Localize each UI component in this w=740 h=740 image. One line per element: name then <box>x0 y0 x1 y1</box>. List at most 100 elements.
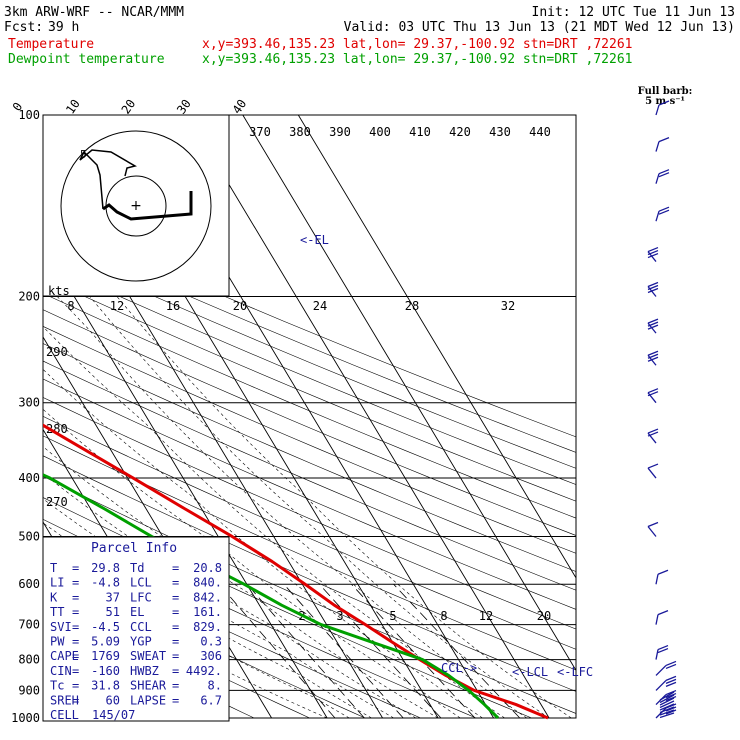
moist-adiabat <box>57 296 528 719</box>
hodograph-trace-upper <box>79 149 137 210</box>
wind-barb-surface <box>659 697 675 706</box>
wind-barb-staff <box>655 141 660 152</box>
dewpoint-legend: Dewpoint temperature <box>8 52 165 67</box>
moist-adiabat <box>43 545 350 719</box>
isotherm-line <box>186 115 550 719</box>
wind-barb-flag <box>647 318 659 324</box>
wind-barb <box>647 428 659 444</box>
parcel-info-title: Parcel Info <box>91 541 177 556</box>
isotherm-label: 10 <box>63 97 83 117</box>
dry-adiabat <box>43 216 576 438</box>
wind-barb-staff <box>655 649 659 660</box>
dry-adiabat <box>43 261 576 485</box>
barb-legend-line2: 5 m s⁻¹ <box>645 96 685 107</box>
dry-adiabat <box>43 326 576 554</box>
dry-adiabat <box>43 360 576 591</box>
dry-adiabat <box>43 231 576 453</box>
isotherm-label: 20 <box>119 97 139 117</box>
temperature-legend: Temperature <box>8 37 94 52</box>
parcel-param-label: LFC <box>130 590 152 604</box>
parcel-param-value: 0.3 <box>200 635 222 649</box>
pressure-tick-label: 400 <box>18 471 40 485</box>
wind-barb-flag <box>647 428 659 434</box>
pressure-tick-label: 600 <box>18 577 40 591</box>
forecast-label: Fcst: <box>4 20 43 35</box>
wind-barb-staff <box>647 392 657 404</box>
parcel-param-value: 8. <box>208 679 222 693</box>
wind-barb-flag <box>647 463 659 469</box>
parcel-param-label: CCL <box>130 620 152 634</box>
dry-adiabat <box>43 397 576 630</box>
parcel-eq: = <box>172 620 179 634</box>
parcel-param-label: LAPSE <box>130 693 166 707</box>
parcel-param-label: TT <box>50 605 64 619</box>
parcel-param-label: SWEAT <box>130 649 166 663</box>
wind-barb <box>647 463 659 479</box>
annotation-label: <-EL <box>300 233 329 247</box>
hodograph-unit: kts <box>48 284 70 298</box>
theta-label-left: 290 <box>46 345 68 359</box>
wind-barb-staff <box>655 574 659 585</box>
parcel-param-label: PW <box>50 635 65 649</box>
parcel-param-value: 31.8 <box>91 679 120 693</box>
hodograph: + 5 kts <box>42 114 230 298</box>
wind-barb <box>647 318 659 334</box>
parcel-param-value: 60 <box>106 693 120 707</box>
temperature-location: x,y=393.46,135.23 lat,lon= 29.37,-100.92… <box>202 37 632 52</box>
wind-barb <box>647 350 659 366</box>
wind-barb-flag <box>665 660 677 667</box>
theta-label: 390 <box>329 125 351 139</box>
pressure-tick-label: 300 <box>18 396 40 410</box>
wind-barb-flag <box>657 609 669 616</box>
hodograph-ring-label: 12 <box>110 299 124 313</box>
parcel-param-value: 5.09 <box>91 635 120 649</box>
dry-adiabat <box>43 309 576 536</box>
wind-barb-flag <box>658 100 670 106</box>
mixing-ratio-label: 3 <box>336 609 343 623</box>
model-title: 3km ARW-WRF -- NCAR/MMM <box>4 5 184 20</box>
wind-barb <box>655 644 669 660</box>
parcel-param-value: 1769 <box>91 649 120 663</box>
parcel-param-label: T <box>50 561 57 575</box>
wind-barb-flag <box>665 678 677 685</box>
wind-barb <box>655 569 669 585</box>
wind-barb <box>655 660 677 676</box>
parcel-eq: = <box>72 605 79 619</box>
forecast-hour: 39 h <box>48 20 79 35</box>
wind-barb-staff <box>655 664 667 676</box>
parcel-param-value: 6.7 <box>200 693 222 707</box>
wind-barb-flag <box>665 675 677 682</box>
mixing-ratio-label: 12 <box>479 609 493 623</box>
mixing-ratio-label: 20 <box>537 609 551 623</box>
parcel-param-label: SHEAR <box>130 679 167 693</box>
parcel-param-label: Tc <box>50 679 64 693</box>
wind-barb-surface <box>659 694 675 704</box>
parcel-param-label: CIN <box>50 664 72 678</box>
hodograph-height-label: 5 <box>80 148 87 161</box>
wind-barb <box>655 675 677 691</box>
wind-barb-staff <box>647 467 657 479</box>
wind-barb-surface <box>659 706 675 714</box>
wind-barb-flag <box>647 350 659 356</box>
hodograph-ring-outer <box>60 130 212 282</box>
hodograph-ring-label: 32 <box>501 299 515 313</box>
hodograph-trace-lower <box>102 191 193 221</box>
grid-labels: -80-70-60-50-40-30-20-100102030403703803… <box>10 97 552 623</box>
annotation-label: <-LCL <box>512 665 548 679</box>
wind-barb <box>647 246 659 262</box>
parcel-eq: = <box>72 590 79 604</box>
parcel-param-label: HWBZ <box>130 664 159 678</box>
wind-barb-flag <box>658 169 670 175</box>
sounding-profiles <box>43 423 549 720</box>
wind-barb-flag <box>647 321 659 327</box>
theta-label: 440 <box>529 125 551 139</box>
dry-adiabat <box>43 293 576 519</box>
hodograph-ring-label: 24 <box>313 299 327 313</box>
hodograph-ring-label: 16 <box>166 299 180 313</box>
mixing-ratio-label: 5 <box>389 609 396 623</box>
dry-adiabat <box>43 277 576 502</box>
wind-barb-flag <box>647 252 659 259</box>
parcel-param-value: 20.8 <box>193 561 222 575</box>
parcel-eq: = <box>172 605 179 619</box>
